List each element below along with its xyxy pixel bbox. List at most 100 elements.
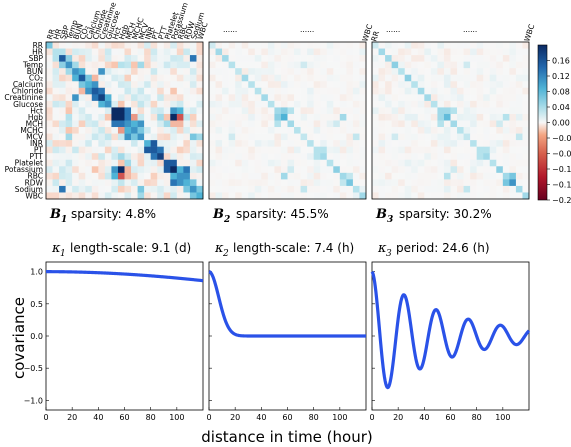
heatmap-cell [59, 146, 66, 154]
heatmap-cell [470, 81, 477, 89]
heatmap-cell [333, 120, 341, 128]
heatmap-cell [131, 42, 138, 49]
heatmap-cell [78, 153, 86, 160]
y-tick-label: 1.0 [30, 268, 43, 277]
heatmap-cell [222, 185, 229, 193]
heatmap-cell [502, 68, 510, 75]
heatmap-cell [131, 113, 138, 121]
heatmap-cell [91, 94, 99, 102]
heatmap-cell [267, 166, 275, 174]
heatmap-cell [496, 179, 504, 187]
b3-math: B [375, 207, 387, 222]
heatmap-cell [170, 87, 178, 95]
heatmap-cell [280, 61, 288, 69]
heatmap-cell [437, 172, 445, 180]
heatmap-cell [372, 42, 379, 49]
heatmap-cell [196, 107, 204, 115]
heatmap-cell [170, 100, 178, 108]
heatmap-cell [157, 146, 164, 154]
heatmap-cell [209, 140, 216, 147]
heatmap-cell [457, 94, 464, 102]
heatmap-cell [437, 68, 445, 75]
heatmap-cell [261, 120, 269, 128]
heatmap-cell [85, 100, 93, 108]
heatmap-cell [300, 192, 308, 200]
heatmap-cell [189, 120, 197, 128]
heatmap-cell [378, 48, 386, 56]
heatmap-cell [294, 55, 301, 62]
heatmap-cell [404, 42, 412, 49]
heatmap-cell [104, 127, 112, 134]
heatmap-cell [470, 113, 477, 121]
heatmap-cell [496, 120, 504, 128]
heatmap-cell [385, 172, 392, 180]
b1-col-label: RR [45, 28, 57, 41]
heatmap-cell [144, 172, 151, 180]
heatmap-cell [424, 68, 432, 75]
heatmap-cell [430, 94, 438, 102]
heatmap-cell [215, 87, 223, 95]
heatmap-cell [267, 172, 275, 180]
heatmap-cell [137, 127, 145, 134]
heatmap-cell [496, 87, 504, 95]
heatmap-cell [372, 179, 379, 187]
heatmap-cell [496, 127, 504, 134]
heatmap-cell [222, 166, 229, 174]
heatmap-cell [222, 159, 229, 167]
heatmap-cell [91, 140, 99, 147]
heatmap-cell [137, 146, 145, 154]
heatmap-cell [248, 107, 256, 115]
heatmap-cell [411, 172, 419, 180]
heatmap-cell [59, 159, 66, 167]
heatmap-cell [235, 166, 242, 174]
heatmap-cell [509, 87, 517, 95]
heatmap-cell [157, 120, 164, 128]
heatmap-cell [522, 94, 530, 102]
heatmap-cell [209, 68, 216, 75]
heatmap-cell [144, 61, 151, 69]
heatmap-cell [450, 74, 458, 82]
x-axis-label: distance in time (hour) [201, 428, 373, 446]
heatmap-cell [476, 140, 484, 147]
heatmap-cell [430, 81, 438, 89]
heatmap-cell [294, 94, 301, 102]
heatmap-cell [124, 42, 132, 49]
heatmap-cell [489, 81, 497, 89]
heatmap-cell [320, 87, 327, 95]
heatmap-cell [326, 55, 334, 62]
heatmap-cell [117, 185, 125, 193]
heatmap-cell [117, 94, 125, 102]
heatmap-cell [476, 153, 484, 160]
heatmap-cell [248, 179, 256, 187]
heatmap-cell [46, 68, 53, 75]
heatmap-cell [391, 81, 399, 89]
heatmap-cell [300, 166, 308, 174]
heatmap-cell [183, 185, 191, 193]
heatmap-cell [52, 185, 60, 193]
heatmap-cell [254, 140, 262, 147]
heatmap-cell [150, 140, 158, 147]
heatmap-cell [228, 74, 236, 82]
heatmap-cell [52, 172, 60, 180]
heatmap-cell [72, 146, 79, 154]
heatmap-cell [496, 146, 504, 154]
heatmap-cell [346, 146, 354, 154]
heatmap-cell [430, 185, 438, 193]
heatmap-cell [111, 159, 119, 167]
heatmap-cell [248, 185, 256, 193]
heatmap-cell [326, 120, 334, 128]
heatmap-cell [404, 179, 412, 187]
heatmap-cell [150, 146, 158, 154]
heatmap-cell [261, 61, 269, 69]
heatmap-cell [443, 146, 451, 154]
heatmap-cell [196, 192, 204, 200]
heatmap-cell [496, 100, 504, 108]
heatmap-cell [137, 48, 145, 56]
heatmap-cell [222, 192, 229, 200]
heatmap-cell [176, 153, 184, 160]
heatmap-cell [131, 127, 138, 134]
heatmap-cell [267, 133, 275, 141]
heatmap-cell [104, 140, 112, 147]
heatmap-cell [417, 48, 425, 56]
heatmap-cell [378, 179, 386, 187]
